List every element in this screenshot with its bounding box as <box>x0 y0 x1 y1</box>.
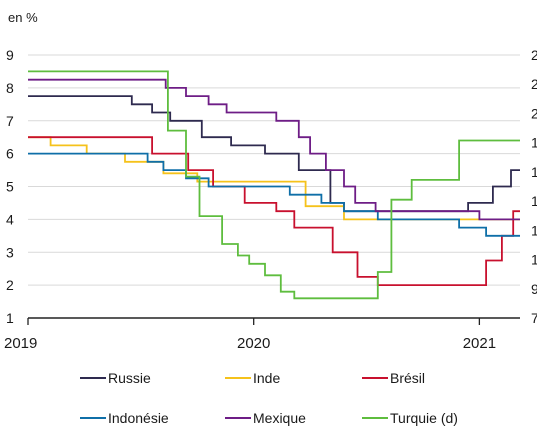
y-left-tick-label: 5 <box>6 179 14 195</box>
legend-swatch <box>80 417 106 419</box>
y-axis-left-ticks: 1 2 3 4 5 6 7 8 9 <box>6 47 14 326</box>
series-lines <box>28 70 520 300</box>
series-line-inde <box>28 136 520 221</box>
legend-label: Turquie (d) <box>390 410 458 426</box>
x-axis-ticks: 2019 2020 2021 <box>4 318 496 352</box>
legend-swatch <box>225 417 251 419</box>
y-right-tick-label: 2 <box>531 105 537 121</box>
legend-item: Brésil <box>362 370 425 386</box>
legend-label: Indonésie <box>108 410 169 426</box>
legend-item: Indonésie <box>80 410 169 426</box>
series-line-mexique <box>28 78 520 221</box>
x-tick-label: 2021 <box>463 335 496 352</box>
y-left-tick-label: 7 <box>6 113 14 129</box>
legend-swatch <box>362 377 388 379</box>
legend-label: Mexique <box>253 410 306 426</box>
y-right-tick-label: 1 <box>531 252 537 268</box>
y-left-tick-label: 3 <box>6 244 14 260</box>
gridlines <box>28 54 520 286</box>
legend-item: Mexique <box>225 410 306 426</box>
y-left-tick-label: 4 <box>6 211 14 227</box>
y-right-tick-label: 9 <box>531 281 537 297</box>
legend-item: Russie <box>80 370 151 386</box>
y-right-tick-label: 1 <box>531 164 537 180</box>
legend-label: Inde <box>253 370 281 386</box>
y-left-tick-label: 9 <box>6 47 14 63</box>
legend-swatch <box>362 417 388 419</box>
series-line-russie <box>28 95 520 213</box>
y-right-tick-label: 1 <box>531 135 537 151</box>
x-tick-label: 2020 <box>237 335 270 352</box>
legend-item: Turquie (d) <box>362 410 458 426</box>
y-left-tick-label: 2 <box>6 277 14 293</box>
series-line-indon-sie <box>28 152 520 237</box>
y-right-tick-label: 2 <box>531 47 537 63</box>
y-left-tick-label: 8 <box>6 80 14 96</box>
legend-label: Brésil <box>390 370 426 386</box>
series-line-turquie-d <box>28 70 520 300</box>
y-left-tick-label: 6 <box>6 146 14 162</box>
series-line-br-sil <box>28 136 520 286</box>
y-right-tick-label: 7 <box>531 310 537 326</box>
legend-swatch <box>80 377 106 379</box>
legend-swatch <box>225 377 251 379</box>
y-unit-label: en % <box>8 10 38 25</box>
legend-item: Inde <box>225 370 280 386</box>
y-left-tick-label: 1 <box>6 310 14 326</box>
y-right-tick-label: 2 <box>531 76 537 92</box>
legend-label: Russie <box>108 370 151 386</box>
x-tick-label: 2019 <box>4 335 37 352</box>
y-right-tick-label: 1 <box>531 222 537 238</box>
legend: Russie Inde Brésil Indonésie Mexique Turquie … <box>0 366 537 426</box>
y-right-tick-label: 1 <box>531 193 537 209</box>
